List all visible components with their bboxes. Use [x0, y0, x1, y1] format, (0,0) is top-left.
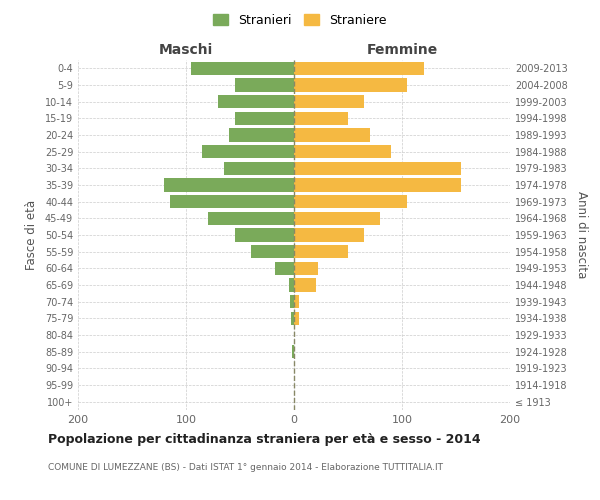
Bar — [294, 78, 407, 92]
Text: Popolazione per cittadinanza straniera per età e sesso - 2014: Popolazione per cittadinanza straniera p… — [48, 432, 481, 446]
Bar — [275, 262, 294, 275]
Legend: Stranieri, Straniere: Stranieri, Straniere — [208, 8, 392, 32]
Bar — [294, 278, 316, 291]
Bar — [294, 212, 380, 225]
Bar — [294, 312, 299, 325]
Bar — [208, 212, 294, 225]
Text: COMUNE DI LUMEZZANE (BS) - Dati ISTAT 1° gennaio 2014 - Elaborazione TUTTITALIA.: COMUNE DI LUMEZZANE (BS) - Dati ISTAT 1°… — [48, 462, 443, 471]
Bar — [294, 95, 364, 108]
Bar — [251, 245, 294, 258]
Bar — [191, 62, 294, 75]
Bar — [294, 112, 348, 125]
Bar — [218, 95, 294, 108]
Bar — [294, 228, 364, 241]
Bar — [294, 162, 461, 175]
Bar — [294, 62, 424, 75]
Bar — [170, 195, 294, 208]
Bar — [290, 295, 294, 308]
Bar — [289, 278, 294, 291]
Y-axis label: Anni di nascita: Anni di nascita — [575, 192, 587, 278]
Bar — [235, 78, 294, 92]
Bar — [235, 228, 294, 241]
Bar — [224, 162, 294, 175]
Bar — [291, 312, 294, 325]
Y-axis label: Fasce di età: Fasce di età — [25, 200, 38, 270]
Text: Femmine: Femmine — [367, 42, 437, 56]
Bar — [294, 195, 407, 208]
Bar — [294, 295, 299, 308]
Bar — [294, 178, 461, 192]
Bar — [202, 145, 294, 158]
Bar — [294, 245, 348, 258]
Bar — [235, 112, 294, 125]
Bar — [294, 262, 318, 275]
Bar — [294, 128, 370, 141]
Text: Maschi: Maschi — [159, 42, 213, 56]
Bar — [292, 345, 294, 358]
Bar — [294, 145, 391, 158]
Bar — [229, 128, 294, 141]
Bar — [164, 178, 294, 192]
